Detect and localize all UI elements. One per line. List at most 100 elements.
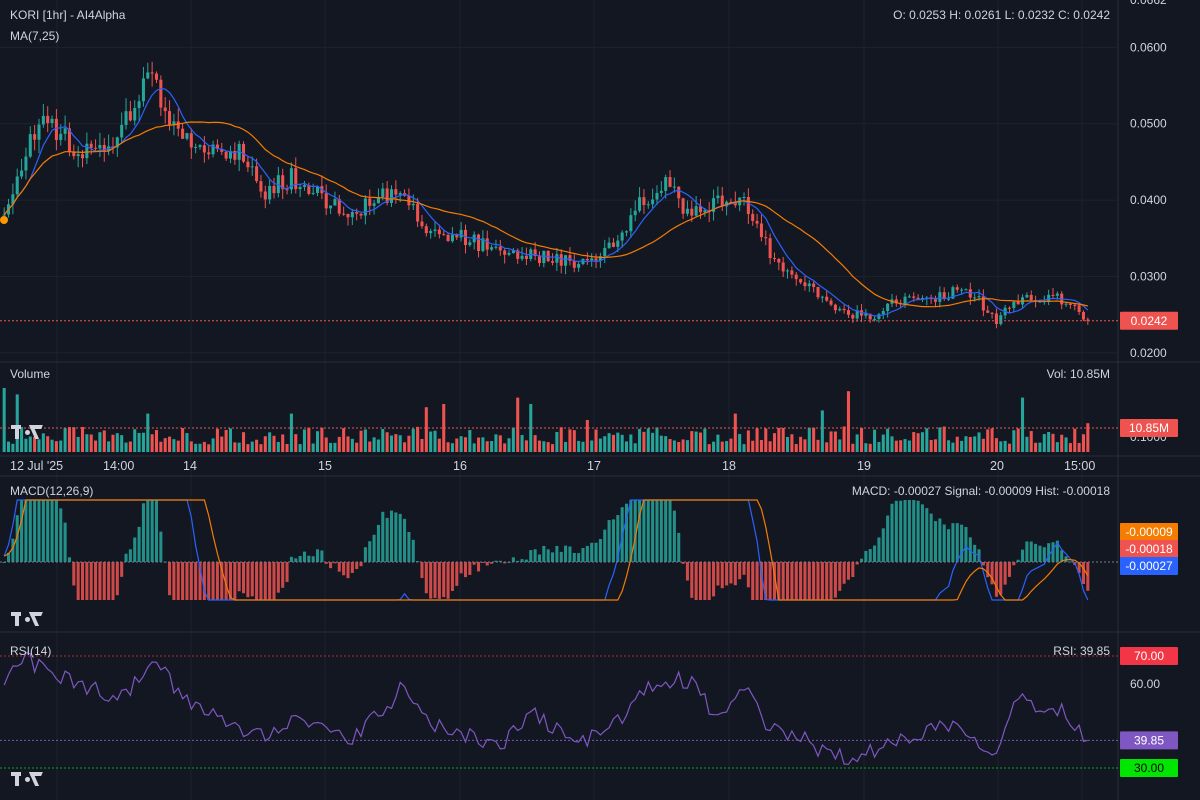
macd-signal-line: [3, 499, 1089, 601]
volume-bar: [202, 441, 206, 452]
macd-hist-bar: [807, 562, 811, 600]
volume-bar: [520, 435, 524, 452]
volume-bar: [41, 433, 45, 452]
macd-hist-bar: [551, 552, 555, 562]
candle-body: [746, 196, 750, 214]
price-tick-label: 0.0600: [1130, 40, 1167, 54]
volume-bar: [172, 439, 176, 452]
volume-bar: [668, 438, 672, 452]
macd-hist-bar: [616, 515, 620, 562]
macd-hist-bar: [146, 500, 150, 562]
macd-hist-bar: [933, 521, 938, 562]
candle-body: [350, 212, 354, 218]
macd-hist-bar: [224, 562, 228, 600]
macd-hist-bar: [1047, 543, 1051, 562]
volume-bar: [659, 435, 663, 452]
volume-bar: [211, 438, 215, 452]
candle-body: [494, 246, 498, 248]
candle-body: [85, 143, 89, 159]
macd-hist-bar: [315, 549, 320, 562]
candle-body: [120, 124, 124, 138]
candle-body: [24, 156, 28, 171]
candle-body: [877, 314, 881, 319]
volume-bar: [964, 436, 968, 452]
candle-body: [994, 313, 998, 325]
candle-body: [324, 193, 328, 209]
macd-hist-bar: [746, 562, 750, 588]
rsi-value-tag-bg: [1120, 731, 1178, 750]
volume-bar: [189, 441, 193, 452]
candle-body: [202, 145, 206, 153]
volume-bar: [690, 431, 694, 452]
candle-body: [851, 314, 855, 319]
candle-body: [141, 78, 145, 102]
macd-hist-bar: [594, 542, 598, 562]
candle-body: [559, 254, 563, 266]
volume-bar: [137, 432, 141, 452]
volume-bar: [50, 439, 54, 452]
time-axis-label: 12 Jul '25: [10, 459, 63, 473]
candle-body: [594, 258, 598, 261]
volume-bar: [598, 438, 602, 452]
volume-bar: [759, 439, 763, 452]
candle-body: [446, 234, 450, 242]
macd-hist-bar: [846, 562, 850, 580]
candle-body: [611, 242, 615, 247]
candle-body: [468, 242, 472, 246]
volume-bar: [764, 428, 768, 452]
volume-bar: [781, 427, 785, 452]
macd-hist-bar: [733, 562, 737, 586]
macd-hist-bar: [472, 562, 476, 565]
macd-hist-bar: [955, 523, 959, 562]
macd-hist-bar: [1003, 562, 1007, 585]
macd-hist-bar: [990, 562, 994, 585]
macd-hist-bar: [720, 562, 724, 589]
volume-bar: [881, 434, 885, 452]
volume-bar: [446, 442, 450, 452]
candle-body: [346, 214, 350, 218]
last-volume-tag: 10.85M: [1129, 421, 1169, 435]
macd-hist-bar: [272, 562, 276, 600]
macd-hist-bar: [102, 562, 106, 600]
candle-body: [315, 186, 320, 193]
candle-body: [947, 298, 951, 300]
candle-body: [168, 111, 172, 126]
macd-hist-bar: [603, 529, 607, 562]
macd-hist-bar: [342, 562, 346, 576]
candle-body: [507, 253, 511, 255]
volume-bar: [733, 413, 737, 452]
volume-bar: [537, 440, 541, 452]
candle-body: [302, 185, 306, 187]
candle-body: [80, 154, 85, 159]
candle-body: [1007, 307, 1012, 309]
macd-hist-bar: [759, 562, 763, 600]
macd-hist-bar: [181, 562, 185, 600]
volume-bar: [442, 404, 446, 452]
macd-hist-bar: [255, 562, 259, 600]
volume-bar: [611, 434, 615, 452]
time-axis-label: 19: [857, 459, 871, 473]
volume-bar: [572, 430, 576, 452]
candle-body: [685, 208, 689, 214]
macd-hist-bar: [651, 500, 655, 562]
macd-hist-bar: [585, 545, 589, 562]
candle-body: [729, 201, 733, 203]
macd-hist-bar: [233, 562, 237, 600]
volume-bar: [1021, 397, 1025, 452]
macd-hist-bar: [1042, 547, 1046, 562]
candle-body: [590, 258, 594, 261]
macd-hist-bar: [790, 562, 794, 600]
macd-hist-bar: [890, 503, 894, 562]
rsi-70-tag-bg: [1120, 647, 1178, 665]
candle-body: [385, 188, 389, 203]
volume-bar: [807, 427, 811, 452]
macd-hist-bar: [128, 549, 132, 562]
candle-body: [933, 299, 938, 302]
volume-bar: [433, 430, 437, 452]
volume-bar: [294, 434, 298, 452]
candle-body: [772, 258, 777, 260]
volume-bar: [886, 428, 890, 452]
candle-body: [189, 133, 193, 148]
volume-bar: [990, 428, 994, 452]
